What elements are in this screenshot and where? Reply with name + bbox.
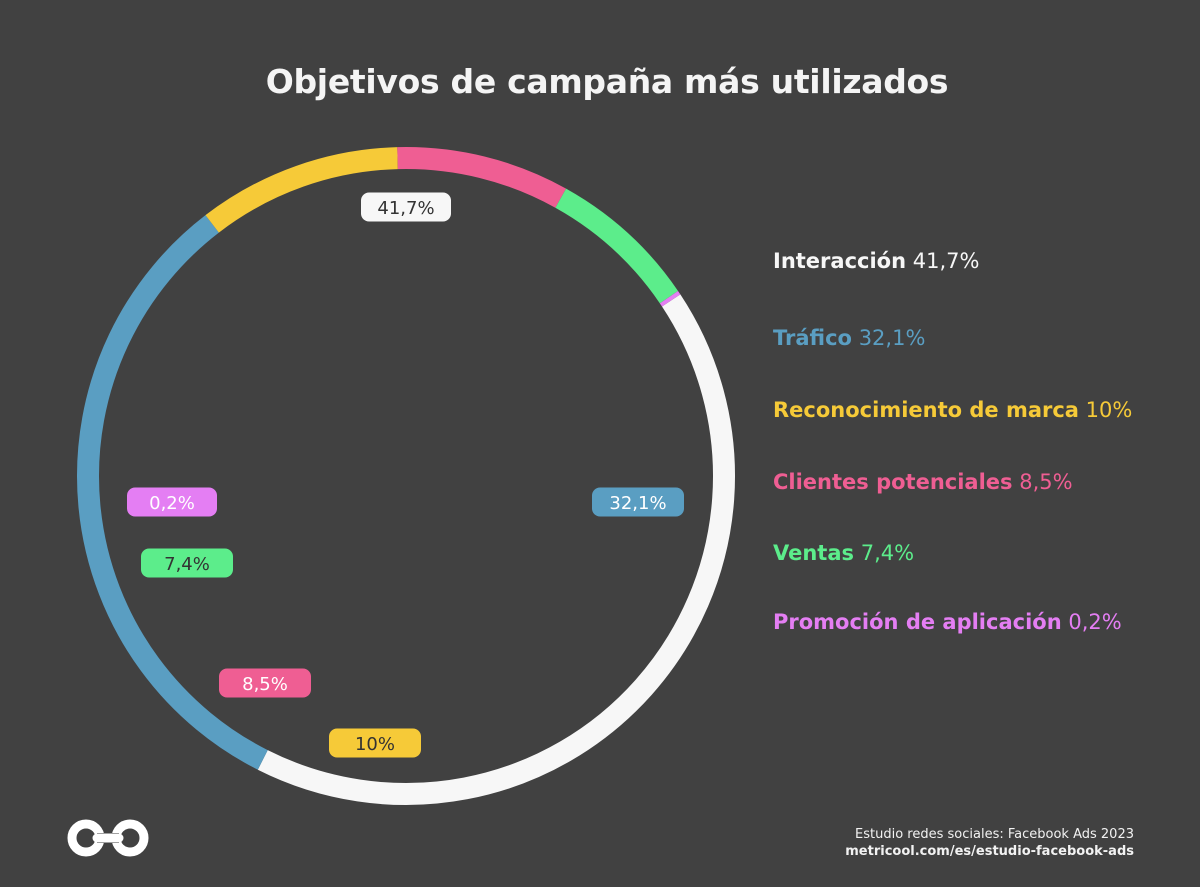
source-url: metricool.com/es/estudio-facebook-ads xyxy=(845,844,1134,859)
data-label-pill xyxy=(127,487,217,517)
data-label-pill xyxy=(361,192,451,222)
legend-value-label: 10% xyxy=(1085,398,1133,422)
data-label-6: 0,2% xyxy=(127,487,217,517)
legend-category-label: Clientes potenciales xyxy=(773,470,1013,494)
data-label-pill xyxy=(329,728,421,758)
data-label-text: 32,1% xyxy=(609,493,666,514)
chart-title: Objetivos de campaña más utilizados xyxy=(265,62,949,101)
donut-slice-2 xyxy=(77,215,268,770)
legend-value-label: 7,4% xyxy=(860,541,915,565)
legend-category-label: Reconocimiento de marca xyxy=(773,398,1079,422)
source-footer: Estudio redes sociales: Facebook Ads 202… xyxy=(845,826,1134,860)
legend-item-reconocimiento-de-marca: Reconocimiento de marca 10% xyxy=(773,398,1132,422)
data-label-text: 7,4% xyxy=(164,554,210,575)
legend-item-clientes-potenciales: Clientes potenciales 8,5% xyxy=(773,470,1073,494)
data-label-5: 7,4% xyxy=(141,548,233,578)
legend-value-label: 0,2% xyxy=(1068,610,1122,634)
legend-item-trafico: Tráfico 32,1% xyxy=(773,326,925,350)
source-text: Estudio redes sociales: Facebook Ads 202… xyxy=(855,827,1134,842)
donut-slice-3 xyxy=(205,147,398,233)
donut-slice-4 xyxy=(397,147,567,208)
legend-item-ventas: Ventas 7,4% xyxy=(773,541,914,565)
legend-value-label: 8,5% xyxy=(1019,470,1073,494)
data-label-pill xyxy=(219,668,311,698)
legend-category-label: Ventas xyxy=(773,541,855,565)
data-label-text: 10% xyxy=(355,734,395,755)
legend-item-promocion-de-aplicacion: Promoción de aplicación 0,2% xyxy=(773,610,1122,634)
legend-category-label: Interacción xyxy=(773,249,907,273)
legend-item-interaccion: Interacción 41,7% xyxy=(773,249,979,273)
data-label-text: 0,2% xyxy=(149,493,195,514)
legend-category-label: Tráfico xyxy=(773,326,852,350)
data-label-pill xyxy=(141,548,233,578)
legend-value-label: 41,7% xyxy=(912,249,980,273)
legend-category-label: Promoción de aplicación xyxy=(773,610,1062,634)
donut-slice-5 xyxy=(555,188,679,304)
data-label-3: 10% xyxy=(329,728,421,758)
data-label-2: 32,1% xyxy=(592,487,684,517)
legend-value-label: 32,1% xyxy=(858,326,926,350)
data-label-text: 41,7% xyxy=(377,198,434,219)
data-label-pill xyxy=(592,487,684,517)
infinity-logo-icon xyxy=(67,819,149,857)
data-label-text: 8,5% xyxy=(242,674,288,695)
donut-slice-1 xyxy=(257,294,735,805)
data-label-4: 8,5% xyxy=(219,668,311,698)
donut-slice-6 xyxy=(659,290,681,307)
data-label-1: 41,7% xyxy=(361,192,451,222)
